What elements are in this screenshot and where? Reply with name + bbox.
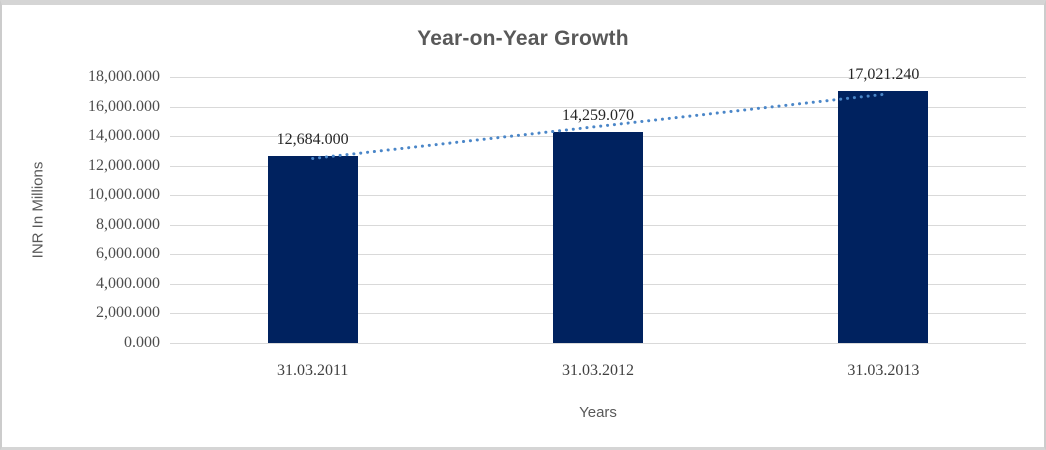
x-axis-title: Years — [579, 404, 617, 421]
bar — [267, 155, 358, 343]
y-tick-label: 4,000.000 — [96, 274, 160, 292]
bar-data-label: 12,684.000 — [276, 130, 349, 148]
bar — [553, 132, 643, 343]
bar — [838, 91, 929, 343]
category-label: 31.03.2013 — [847, 362, 920, 379]
y-axis-title: INR In Millions — [29, 161, 47, 259]
chart-title: Year-on-Year Growth — [417, 27, 629, 50]
y-tick-label: 16,000.000 — [88, 97, 160, 115]
y-tick-label: 6,000.000 — [96, 245, 160, 263]
bar-data-label: 14,259.070 — [562, 107, 634, 125]
y-tick-label: 14,000.000 — [88, 127, 160, 145]
y-tick-label: 12,000.000 — [88, 156, 160, 174]
y-tick-label: 2,000.000 — [96, 304, 160, 322]
bar-data-label: 17,021.240 — [847, 66, 920, 84]
gridline — [170, 343, 1026, 344]
y-tick-label: 8,000.000 — [96, 215, 160, 233]
y-tick-label: 18,000.000 — [88, 68, 160, 85]
y-tick-label: 0.000 — [124, 334, 160, 351]
category-label: 31.03.2012 — [562, 362, 634, 379]
y-tick-label: 10,000.000 — [88, 186, 160, 204]
category-label: 31.03.2011 — [276, 362, 349, 379]
gridline — [170, 77, 1026, 78]
